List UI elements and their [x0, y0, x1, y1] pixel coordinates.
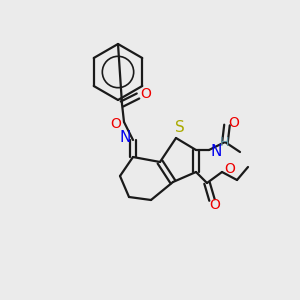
Text: N: N	[119, 130, 131, 146]
Text: O: O	[141, 87, 152, 101]
Text: N: N	[210, 143, 222, 158]
Text: H: H	[219, 136, 229, 149]
Text: O: O	[210, 198, 220, 212]
Text: S: S	[175, 121, 185, 136]
Text: O: O	[111, 117, 122, 131]
Text: O: O	[229, 116, 239, 130]
Text: O: O	[225, 162, 236, 176]
